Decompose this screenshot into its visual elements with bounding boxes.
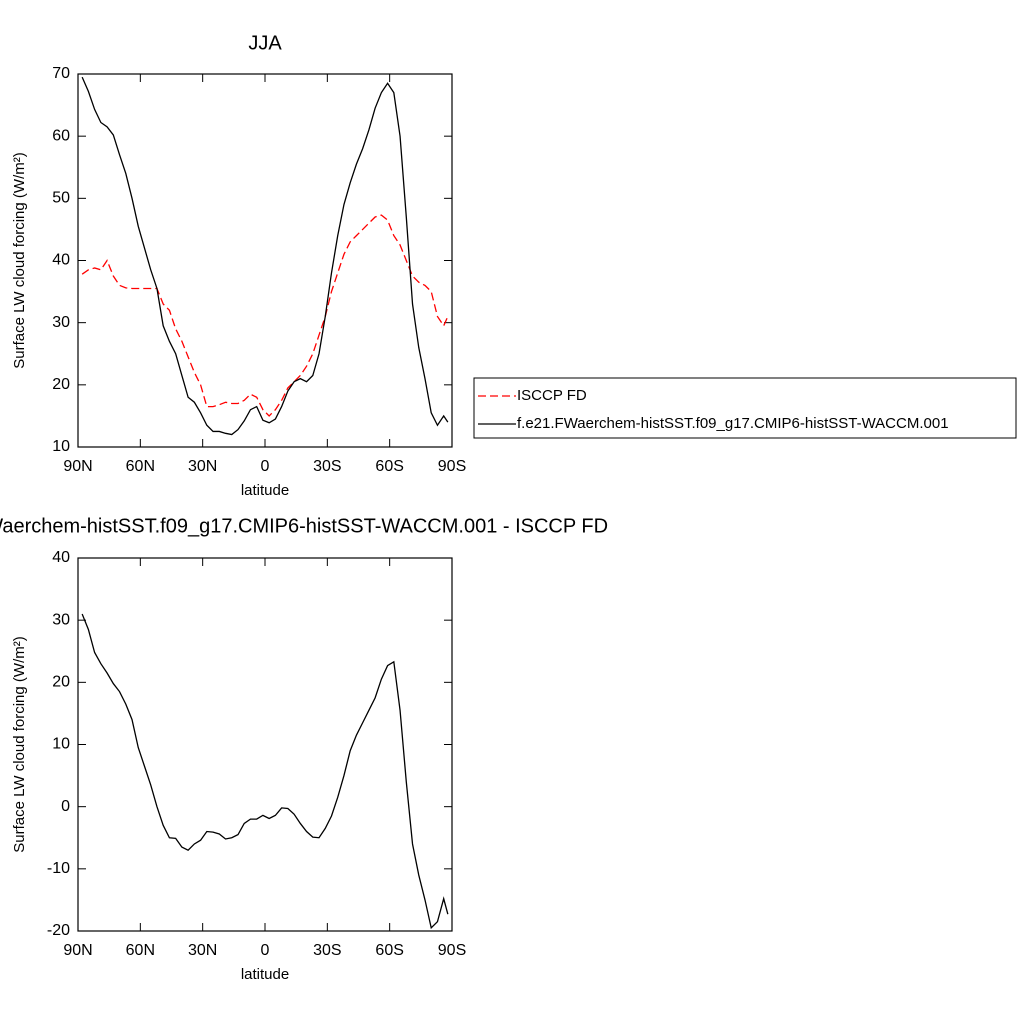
y-tick-label: -20 — [47, 922, 70, 939]
x-tick-label: 30N — [188, 942, 217, 959]
y-tick-label: 20 — [52, 376, 70, 393]
y-tick-label: 60 — [52, 127, 70, 144]
x-tick-label: 90N — [63, 458, 92, 475]
x-tick-label: 30N — [188, 458, 217, 475]
chart-title: f.e21.FWaerchem-histSST.f09_g17.CMIP6-hi… — [0, 515, 608, 537]
data-line — [81, 613, 449, 930]
x-tick-label: 90S — [438, 458, 466, 475]
y-tick-label: 40 — [52, 252, 70, 269]
legend-label: f.e21.FWaerchem-histSST.f09_g17.CMIP6-hi… — [517, 415, 949, 432]
x-tick-label: 0 — [261, 942, 270, 959]
legend-box — [473, 377, 1017, 439]
y-axis-label: Surface LW cloud forcing (W/m²) — [11, 636, 28, 852]
x-axis-label: latitude — [241, 482, 289, 499]
y-axis-label: Surface LW cloud forcing (W/m²) — [11, 152, 28, 368]
x-tick-label: 60N — [126, 942, 155, 959]
plot-frame — [77, 73, 453, 448]
x-tick-label: 0 — [261, 458, 270, 475]
y-tick-label: 30 — [52, 314, 70, 331]
y-tick-label: 40 — [52, 549, 70, 566]
x-axis-label: latitude — [241, 966, 289, 983]
data-line — [81, 76, 449, 436]
x-tick-label: 30S — [313, 458, 341, 475]
y-tick-label: 20 — [52, 674, 70, 691]
y-tick-label: -10 — [47, 860, 70, 877]
plot-frame — [77, 557, 453, 932]
x-tick-label: 90N — [63, 942, 92, 959]
y-tick-label: 70 — [52, 65, 70, 82]
x-tick-label: 30S — [313, 942, 341, 959]
y-tick-label: 30 — [52, 611, 70, 628]
x-tick-label: 90S — [438, 942, 466, 959]
legend-label: ISCCP FD — [517, 387, 587, 404]
data-line — [81, 214, 449, 417]
x-tick-label: 60S — [375, 942, 403, 959]
y-tick-label: 10 — [52, 736, 70, 753]
x-tick-label: 60N — [126, 458, 155, 475]
y-tick-label: 50 — [52, 190, 70, 207]
y-tick-label: 10 — [52, 438, 70, 455]
y-tick-label: 0 — [61, 798, 70, 815]
x-tick-label: 60S — [375, 458, 403, 475]
chart-title: JJA — [248, 32, 282, 54]
